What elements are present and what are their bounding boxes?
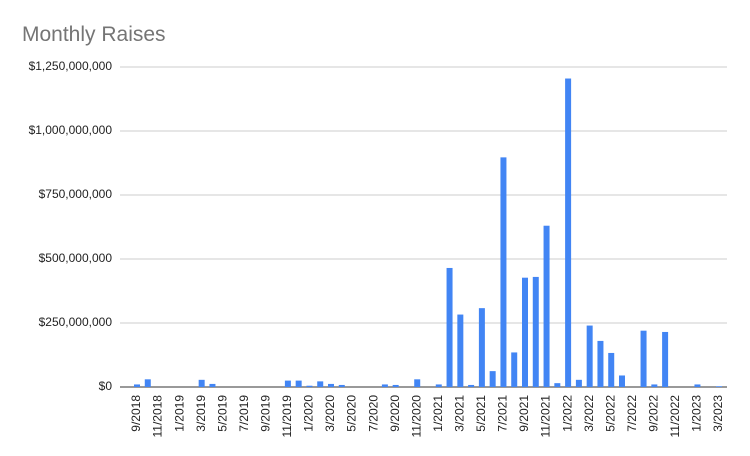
bar: [565, 78, 572, 388]
y-tick-label: $750,000,000: [39, 187, 113, 201]
y-tick-label: $1,250,000,000: [29, 59, 113, 73]
x-tick-label: 5/2022: [603, 395, 617, 432]
x-tick-label: 1/2020: [302, 395, 316, 432]
bar: [608, 352, 615, 387]
x-tick-label: 9/2021: [517, 395, 531, 432]
bar: [198, 379, 205, 387]
x-tick-label: 5/2019: [215, 395, 229, 432]
bar: [662, 331, 669, 387]
bar: [446, 267, 453, 387]
x-tick-label: 3/2021: [453, 395, 467, 432]
x-tick-label: 1/2021: [431, 395, 445, 432]
y-tick-label: $250,000,000: [39, 315, 113, 329]
bar: [284, 380, 291, 387]
x-tick-label: 7/2019: [237, 395, 251, 432]
bar: [694, 384, 701, 387]
bar: [554, 383, 561, 387]
bar: [468, 384, 475, 387]
bar: [640, 330, 647, 387]
bar: [317, 381, 324, 387]
x-tick-label: 9/2018: [129, 395, 143, 432]
x-tick-label: 3/2022: [582, 395, 596, 432]
x-tick-label: 1/2019: [172, 395, 186, 432]
x-tick-label: 3/2023: [711, 395, 725, 432]
bar: [338, 384, 345, 387]
bar: [522, 277, 528, 387]
bar: [144, 379, 151, 387]
bar: [134, 384, 140, 387]
x-tick-label: 9/2022: [647, 395, 661, 432]
bar: [435, 384, 442, 387]
bar: [511, 352, 518, 387]
x-tick-label: 11/2021: [539, 395, 553, 438]
bar: [543, 225, 550, 387]
x-tick-label: 7/2022: [625, 395, 639, 432]
bar: [381, 384, 388, 387]
x-tick-label: 5/2020: [345, 395, 359, 432]
x-tick-label: 3/2020: [323, 395, 337, 432]
bar: [619, 375, 625, 387]
x-tick-label: 11/2022: [668, 395, 682, 438]
bar: [328, 383, 334, 387]
bar: [392, 384, 399, 387]
bar: [414, 379, 421, 387]
bar: [532, 276, 539, 387]
bar: [295, 380, 302, 387]
x-tick-label: 5/2021: [474, 395, 488, 432]
bar: [716, 386, 722, 387]
x-tick-label: 9/2020: [388, 395, 402, 432]
y-tick-label: $0: [99, 379, 113, 393]
x-tick-label: 11/2020: [409, 395, 423, 438]
y-tick-label: $1,000,000,000: [29, 123, 113, 137]
bar: [597, 340, 604, 387]
bar: [586, 325, 593, 387]
bar: [209, 383, 216, 387]
bar: [489, 371, 496, 387]
bar: [500, 157, 507, 387]
x-tick-label: 11/2019: [280, 395, 294, 438]
x-tick-label: 1/2022: [560, 395, 574, 432]
y-tick-label: $500,000,000: [39, 251, 113, 265]
bar: [651, 384, 658, 387]
bar: [457, 314, 464, 387]
bar: [478, 308, 485, 387]
x-tick-label: 7/2020: [366, 395, 380, 432]
x-tick-label: 9/2019: [259, 395, 273, 432]
x-tick-label: 7/2021: [496, 395, 510, 432]
x-tick-label: 1/2023: [690, 395, 704, 432]
chart-title: Monthly Raises: [22, 23, 166, 46]
x-tick-label: 3/2019: [194, 395, 208, 432]
bar: [306, 385, 313, 387]
x-tick-label: 11/2018: [151, 395, 165, 438]
bar: [575, 379, 582, 387]
